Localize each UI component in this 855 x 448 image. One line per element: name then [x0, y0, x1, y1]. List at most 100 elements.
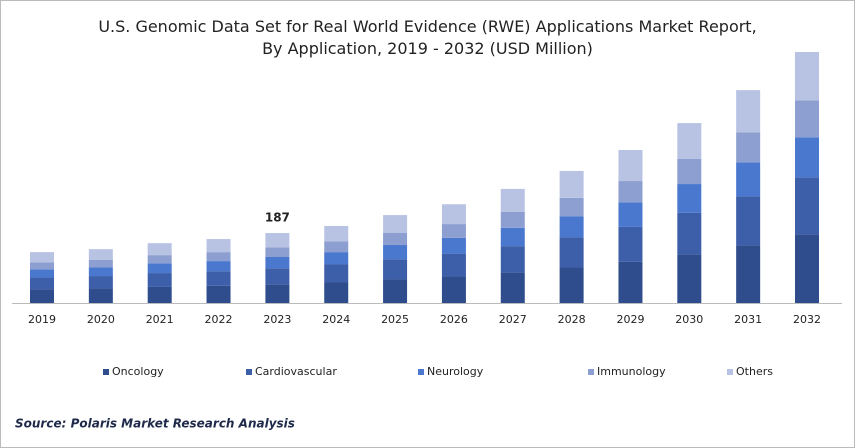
- bar-segment: [441, 204, 466, 225]
- bar-segment: [559, 170, 584, 198]
- bar-segment: [147, 243, 172, 256]
- bar-segment: [30, 269, 54, 278]
- bar-segment: [736, 245, 761, 303]
- bar-segment: [265, 284, 290, 303]
- bar-segment: [324, 241, 349, 253]
- bar-segment: [147, 255, 172, 264]
- bar-segment: [88, 267, 113, 277]
- bar-segment: [736, 90, 761, 133]
- bar-segment: [147, 263, 172, 274]
- bar-segment: [206, 271, 231, 286]
- bar-segment: [500, 188, 525, 212]
- legend-swatch: [103, 369, 109, 375]
- x-tick-label: 2019: [28, 313, 56, 326]
- bar-segment: [324, 282, 349, 303]
- bar-segment: [500, 227, 525, 247]
- legend-swatch: [246, 369, 252, 375]
- bar-segment: [559, 267, 584, 303]
- bar-segment: [795, 177, 819, 235]
- legend-label: Cardiovascular: [255, 365, 337, 378]
- bar-segment: [265, 268, 290, 285]
- x-tick-label: 2021: [146, 313, 174, 326]
- bar-segment: [30, 252, 54, 263]
- x-tick-label: 2028: [558, 313, 586, 326]
- bar-segment: [559, 237, 584, 268]
- bar-segment: [618, 261, 643, 303]
- legend-swatch: [727, 369, 733, 375]
- bar-segment: [147, 286, 172, 303]
- bar-segment: [500, 272, 525, 303]
- bar-segment: [618, 226, 643, 262]
- bar-segment: [265, 256, 290, 269]
- bar-segment: [383, 279, 408, 303]
- bar-segment: [559, 197, 584, 217]
- x-tick-label: 2029: [616, 313, 644, 326]
- bar-segment: [795, 52, 819, 101]
- bar-segment: [795, 100, 819, 138]
- legend-label: Immunology: [597, 365, 666, 378]
- bar-segment: [736, 132, 761, 163]
- x-tick-label: 2020: [87, 313, 115, 326]
- legend-swatch: [588, 369, 594, 375]
- bar-segment: [88, 259, 113, 268]
- bar-segment: [265, 233, 290, 248]
- bar-segment: [736, 162, 761, 197]
- bar-segment: [30, 289, 54, 303]
- bar-segment: [206, 285, 231, 303]
- bar-segment: [795, 137, 819, 178]
- bar-segment: [30, 262, 54, 270]
- bar-segment: [500, 246, 525, 273]
- bar-segment: [324, 225, 349, 242]
- bar-segment: [677, 158, 702, 185]
- legend-label: Oncology: [112, 365, 164, 378]
- bar-segment: [30, 277, 54, 290]
- bar-segment: [677, 184, 702, 213]
- bar-segment: [441, 253, 466, 277]
- bar-segment: [88, 276, 113, 289]
- bar-segment: [88, 249, 113, 260]
- bar-segment: [618, 181, 643, 203]
- bar-segment: [618, 150, 643, 182]
- x-tick-label: 2026: [440, 313, 468, 326]
- legend-label: Others: [736, 365, 773, 378]
- bar-segment: [383, 232, 408, 246]
- bar-segment: [206, 239, 231, 253]
- x-tick-label: 2030: [675, 313, 703, 326]
- bar-segment: [441, 237, 466, 254]
- legend-swatch: [418, 369, 424, 375]
- bar-segment: [383, 245, 408, 260]
- bar-segment: [618, 202, 643, 227]
- x-tick-label: 2032: [793, 313, 821, 326]
- bar-segment: [795, 234, 819, 303]
- bar-segment: [265, 247, 290, 257]
- x-tick-label: 2027: [499, 313, 527, 326]
- bar-segment: [324, 252, 349, 265]
- bar-segment: [677, 254, 702, 303]
- bar-segment: [206, 261, 231, 272]
- bar-segment: [736, 196, 761, 246]
- bar-segment: [88, 288, 113, 303]
- x-tick-label: 2025: [381, 313, 409, 326]
- bar-segment: [677, 123, 702, 159]
- legend-label: Neurology: [427, 365, 484, 378]
- source: Source: Polaris Market Research Analysis: [15, 417, 295, 431]
- bar-segment: [500, 211, 525, 228]
- bar-segment: [441, 276, 466, 303]
- total-label: 187: [265, 211, 290, 225]
- bar-segment: [441, 224, 466, 238]
- bar-segment: [559, 216, 584, 238]
- chart-title: U.S. Genomic Data Set for Real World Evi…: [98, 17, 757, 58]
- bar-segment: [324, 264, 349, 283]
- bar-segment: [677, 212, 702, 255]
- x-tick-label: 2022: [205, 313, 233, 326]
- bar-segment: [383, 259, 408, 280]
- x-tick-label: 2031: [734, 313, 762, 326]
- bar-segment: [383, 215, 408, 233]
- bar-segment: [147, 273, 172, 287]
- x-tick-label: 2024: [322, 313, 350, 326]
- bar-segment: [206, 252, 231, 262]
- x-tick-label: 2023: [263, 313, 291, 326]
